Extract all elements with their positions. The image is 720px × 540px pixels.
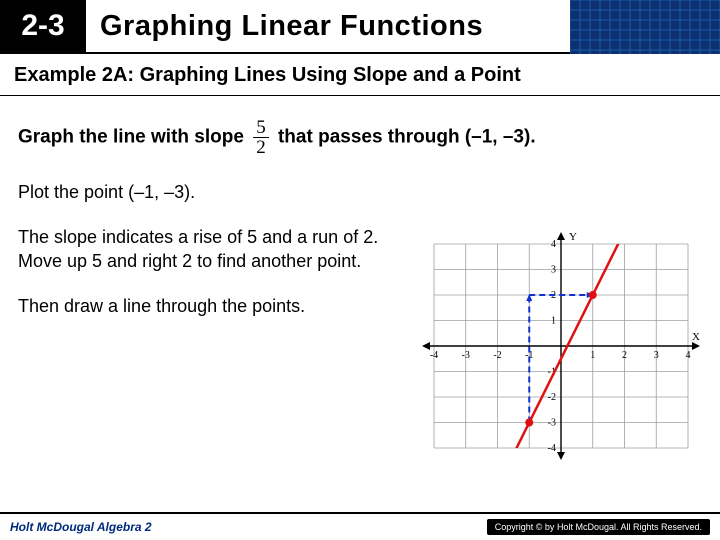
slope-denominator: 2 xyxy=(253,138,269,157)
header-bar: 2-3 Graphing Linear Functions xyxy=(0,0,720,54)
footer-copyright: Copyright © by Holt McDougal. All Rights… xyxy=(487,519,710,535)
step-3: Then draw a line through the points. xyxy=(18,295,388,318)
header-grid-decoration xyxy=(570,0,720,54)
svg-text:-3: -3 xyxy=(548,418,556,429)
svg-text:-2: -2 xyxy=(493,350,501,361)
svg-text:X: X xyxy=(692,331,700,343)
svg-text:Y: Y xyxy=(569,231,577,243)
graph-container: -4-3-2-11234-4-3-2-11234YX xyxy=(416,226,706,466)
graph-svg: -4-3-2-11234-4-3-2-11234YX xyxy=(416,226,706,466)
svg-text:3: 3 xyxy=(551,265,556,276)
lesson-number-badge: 2-3 xyxy=(0,0,86,53)
footer-bar: Holt McDougal Algebra 2 Copyright © by H… xyxy=(0,512,720,540)
problem-text-before: Graph the line with slope xyxy=(18,127,244,148)
problem-statement: Graph the line with slope 5 2 that passe… xyxy=(18,118,558,157)
step-1: Plot the point (–1, –3). xyxy=(18,181,388,204)
svg-text:4: 4 xyxy=(551,239,556,250)
example-title: Example 2A: Graphing Lines Using Slope a… xyxy=(14,64,706,87)
slope-fraction: 5 2 xyxy=(253,118,269,157)
step-2: The slope indicates a rise of 5 and a ru… xyxy=(18,226,388,273)
svg-text:2: 2 xyxy=(622,350,627,361)
footer-textbook: Holt McDougal Algebra 2 xyxy=(10,520,152,534)
problem-text-after: that passes through (–1, –3). xyxy=(278,127,536,148)
content-area: Graph the line with slope 5 2 that passe… xyxy=(0,96,720,319)
svg-text:-2: -2 xyxy=(548,392,556,403)
svg-text:-3: -3 xyxy=(462,350,470,361)
svg-text:4: 4 xyxy=(686,350,691,361)
slope-numerator: 5 xyxy=(253,118,269,138)
page-title: Graphing Linear Functions xyxy=(100,10,483,43)
example-heading-bar: Example 2A: Graphing Lines Using Slope a… xyxy=(0,54,720,96)
svg-text:1: 1 xyxy=(551,316,556,327)
svg-text:-4: -4 xyxy=(430,350,438,361)
svg-text:3: 3 xyxy=(654,350,659,361)
svg-text:1: 1 xyxy=(590,350,595,361)
svg-text:-4: -4 xyxy=(548,443,556,454)
